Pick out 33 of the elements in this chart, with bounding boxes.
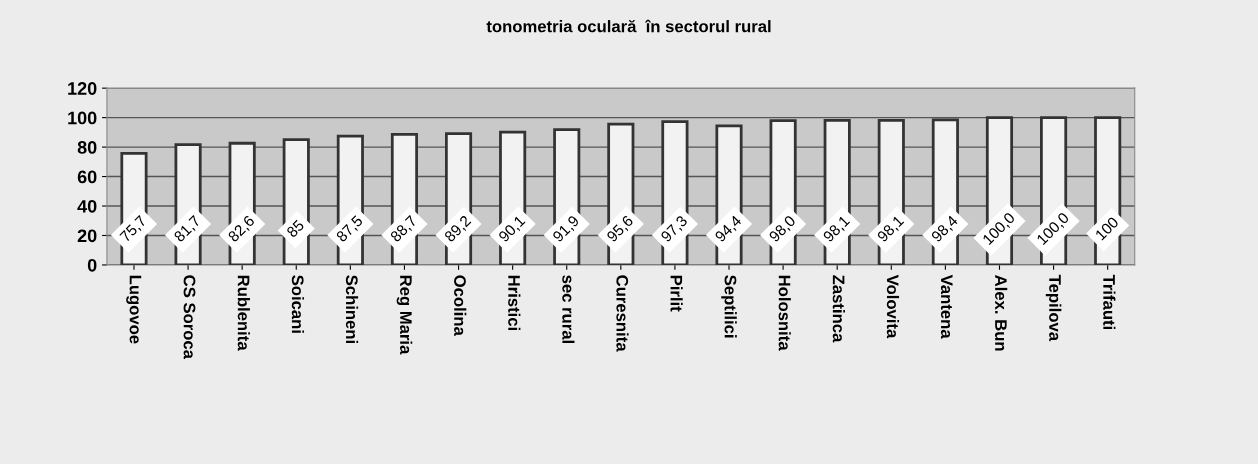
data-label: 100: [1094, 216, 1120, 241]
x-tick-label: Alex. Bun: [995, 275, 1008, 351]
x-tick-label: Soicani: [291, 275, 305, 333]
y-tick-label: 60: [77, 170, 97, 184]
data-label: 90,1: [497, 214, 527, 244]
x-tick-label: Lugovoe: [126, 275, 142, 344]
x-tick-label: Reg Maria: [396, 275, 413, 355]
y-tick-label: 100: [68, 111, 97, 125]
x-tick-label: Holosnita: [778, 275, 791, 351]
x-tick-label: Septilici: [721, 275, 737, 338]
x-tick-label: Curesnita: [616, 275, 629, 352]
y-tick-label: 120: [68, 82, 97, 95]
y-tick-label: 0: [87, 258, 97, 272]
x-tick-label: Vantena: [940, 274, 953, 339]
x-tick-label: Ocolina: [454, 275, 467, 336]
y-tick-label: 20: [77, 229, 97, 243]
chart-title: tonometria oculară în sectorul rural: [486, 19, 771, 33]
x-tick-label: Volovita: [886, 274, 900, 339]
data-label: 91,9: [551, 214, 581, 244]
y-tick-label: 40: [77, 199, 97, 213]
x-tick-label: Zastinca: [832, 275, 845, 343]
x-tick-label: CS Soroca: [183, 275, 196, 360]
x-tick-label: Schineni: [345, 275, 359, 343]
x-tick-label: Hristici: [508, 275, 521, 330]
x-tick-label: Rublenita: [237, 275, 250, 351]
y-tick-label: 80: [77, 141, 97, 154]
x-tick-label: Trifauti: [1103, 274, 1116, 330]
data-label: 85: [285, 219, 305, 239]
x-tick-label: Tepilova: [1045, 274, 1062, 342]
x-tick-label: Pirlit: [670, 275, 683, 312]
x-tick-label: sec rural: [562, 275, 575, 343]
data-label: 98,1: [822, 214, 852, 244]
data-label: 98,1: [876, 214, 906, 244]
